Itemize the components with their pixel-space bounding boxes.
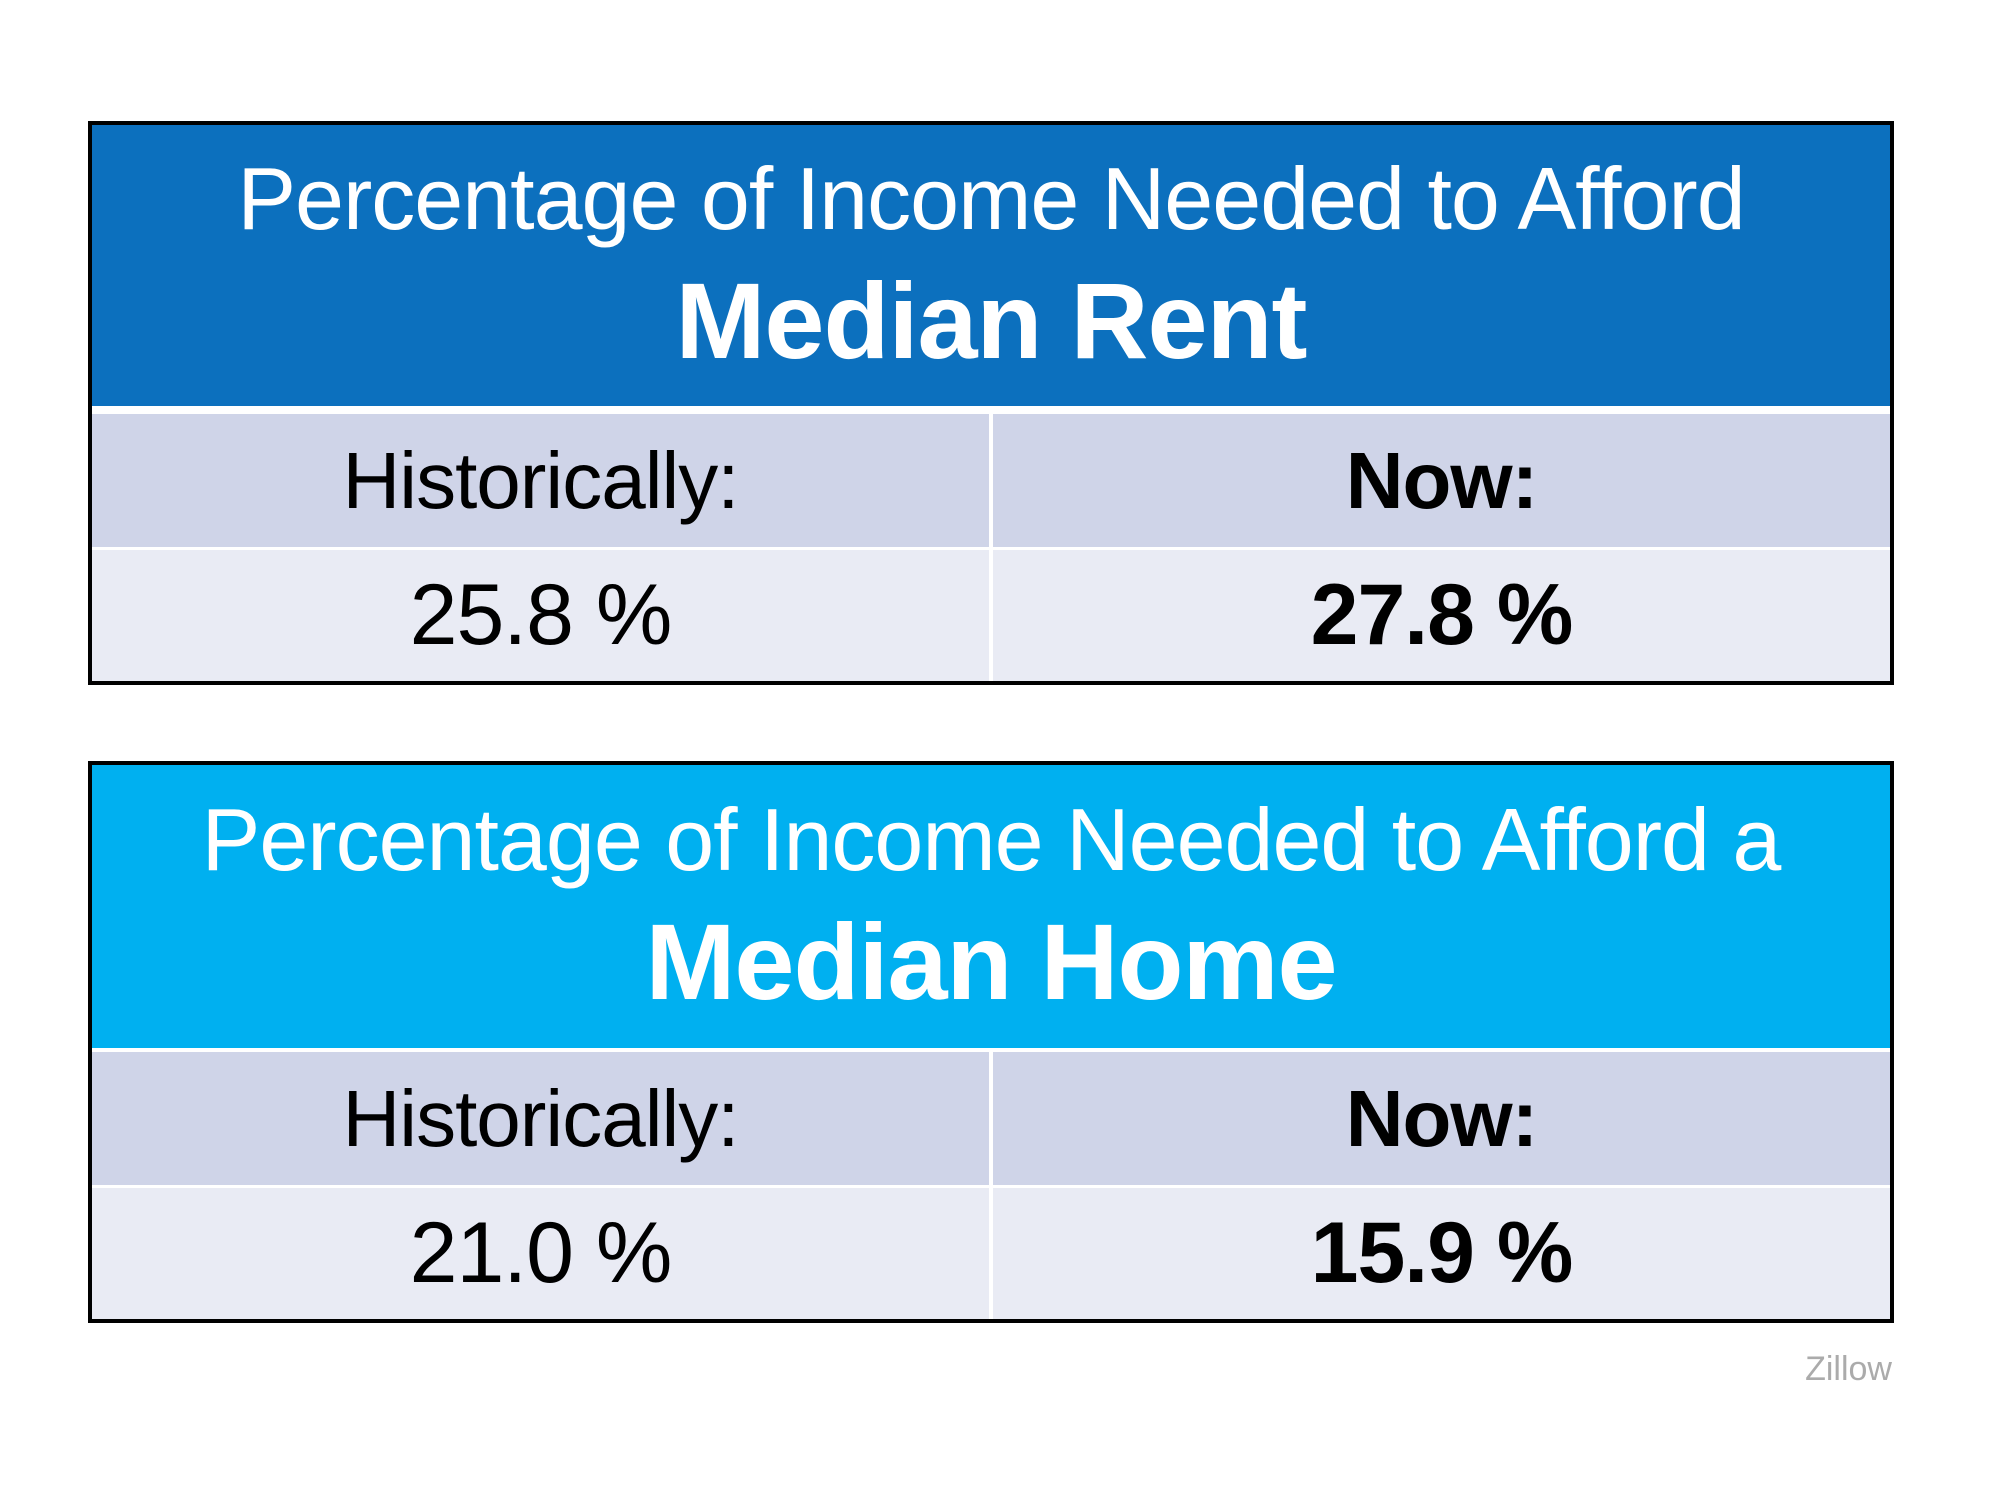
rent-affordability-table: Percentage of Income Needed to Afford Me… xyxy=(88,121,1894,685)
home-now-label: Now: xyxy=(993,1052,1890,1185)
rent-historically-value: 25.8 % xyxy=(92,550,989,681)
rent-header-line2: Median Rent xyxy=(675,260,1307,382)
home-table-header: Percentage of Income Needed to Afford a … xyxy=(92,765,1890,1048)
rent-value-row: 25.8 % 27.8 % xyxy=(92,550,1890,681)
rent-label-row: Historically: Now: xyxy=(92,414,1890,547)
rent-header-line1: Percentage of Income Needed to Afford xyxy=(237,148,1745,248)
home-value-row: 21.0 % 15.9 % xyxy=(92,1188,1890,1319)
home-header-line2: Median Home xyxy=(645,901,1337,1023)
rent-table-header: Percentage of Income Needed to Afford Me… xyxy=(92,125,1890,406)
home-header-line1: Percentage of Income Needed to Afford a xyxy=(201,789,1782,889)
home-now-value: 15.9 % xyxy=(993,1188,1890,1319)
home-historically-value: 21.0 % xyxy=(92,1188,989,1319)
home-affordability-table: Percentage of Income Needed to Afford a … xyxy=(88,761,1894,1323)
rent-historically-label: Historically: xyxy=(92,414,989,547)
source-attribution: Zillow xyxy=(1805,1350,1892,1388)
rent-now-label: Now: xyxy=(993,414,1890,547)
rent-now-value: 27.8 % xyxy=(993,550,1890,681)
home-label-row: Historically: Now: xyxy=(92,1052,1890,1185)
home-historically-label: Historically: xyxy=(92,1052,989,1185)
